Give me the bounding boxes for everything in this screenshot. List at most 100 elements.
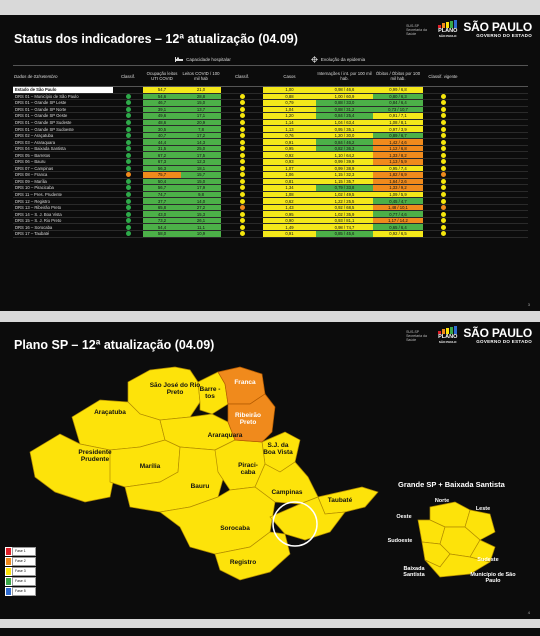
cell-name: DRS 07 – Campinas xyxy=(15,165,54,171)
cell-internacoes: 0,84 / 46,2 xyxy=(316,139,373,145)
cell-vigente xyxy=(423,231,463,237)
status-dot-icon xyxy=(239,205,245,211)
group-epidemia: Evolução da epidemia xyxy=(263,55,413,63)
cell-obitos: 0,45 / 4,7 xyxy=(373,198,423,204)
cell-vigente xyxy=(423,113,463,119)
header-classif-hospital: Classif. xyxy=(120,73,136,79)
status-dot-icon xyxy=(239,165,245,171)
header-leitos: Leitos COVID / 100 mil hab xyxy=(182,71,220,81)
slide-title: Plano SP – 12ª atualização (04.09) xyxy=(14,338,215,352)
sp-state-map xyxy=(29,366,496,581)
status-dot-icon xyxy=(125,218,131,224)
cell-ocupacao: 50,4 xyxy=(143,178,181,185)
status-dot-icon xyxy=(239,93,245,99)
cell-casos: 1,06 xyxy=(263,172,316,178)
plano-bars-icon xyxy=(438,326,458,334)
cell-vigente xyxy=(423,159,463,165)
cell-name: DRS 01 – Grande SP Oeste xyxy=(15,113,68,119)
cell-name: DRS 13 – Ribeirão Preto xyxy=(15,205,62,211)
cell-obitos: 0,91 / 7,1 xyxy=(373,113,423,119)
cell-vigente xyxy=(423,100,463,106)
cell-name: DRS 08 – Franca xyxy=(15,172,48,178)
status-dot-icon xyxy=(440,93,446,99)
cell-leitos: 17,2 xyxy=(181,132,221,139)
sp-gov-logo: SÃO PAULO GOVERNO DO ESTADO xyxy=(463,21,532,38)
cell-ocupacao: 37,7 xyxy=(143,198,181,204)
label-franca: Franca xyxy=(234,379,256,386)
status-dot-icon xyxy=(440,113,446,119)
cell-obitos: 1,64 / 2,6 xyxy=(373,178,423,185)
status-dot-icon xyxy=(239,139,245,145)
cell-internacoes: 0,82 / 36,3 xyxy=(316,145,373,152)
cell-classif-hospital xyxy=(113,211,143,217)
cell-ocupacao: 43,0 xyxy=(143,211,181,217)
label-piracicaba: Piraci- caba xyxy=(238,462,258,476)
status-dot-icon xyxy=(440,185,446,191)
cell-vigente xyxy=(423,87,463,93)
table-row: DRS 01 – Grande SP Norte 39,1 13,7 1,04 0,88… xyxy=(13,106,528,114)
cell-leitos: 28,8 xyxy=(181,93,221,100)
cell-classif-epidemia xyxy=(221,100,263,106)
cell-classif-hospital xyxy=(113,198,143,204)
label-registro: Registro xyxy=(229,559,257,566)
cell-casos: 0,62 xyxy=(263,198,316,204)
table-row: DRS 16 – Sorocaba 54,4 11,1 1,49 0,98 / 74,7… xyxy=(13,224,528,232)
legend-item: Fase 4 xyxy=(5,576,36,586)
label-marilia: Marília xyxy=(139,463,161,470)
cell-casos: 0,95 xyxy=(263,211,316,217)
status-dot-icon xyxy=(125,113,131,119)
cell-casos: 1,34 xyxy=(263,185,316,191)
cell-classif-epidemia xyxy=(221,133,263,139)
cell-ocupacao: 31,5 xyxy=(143,145,181,152)
table-header-row: Dados de 03/setembro Classif. Ocupação l… xyxy=(13,65,528,87)
label-aracatuba: Araçatuba xyxy=(94,409,126,416)
cell-vigente xyxy=(423,198,463,204)
cell-classif-epidemia xyxy=(221,224,263,230)
cell-internacoes: 1,04 / 63,4 xyxy=(316,119,373,126)
status-dot-icon xyxy=(440,100,446,106)
cell-ocupacao: 54,7 xyxy=(143,87,181,93)
cell-classif-epidemia xyxy=(221,231,263,237)
cell-classif-hospital xyxy=(113,231,143,237)
slide-status-indicadores: Status dos indicadores – 12ª atualização… xyxy=(0,15,540,311)
table-group-header: Capacidade hospitalar Evolução da epidem… xyxy=(13,53,528,65)
cell-ocupacao: 39,1 xyxy=(143,106,181,113)
region-grande-sp xyxy=(269,496,346,541)
inset-map xyxy=(417,501,496,578)
cell-casos: 1,43 xyxy=(263,204,316,211)
cell-vigente xyxy=(423,152,463,158)
table-row: DRS 17 – Taubaté 58,0 10,9 0,91 0,85 / 45,6 0… xyxy=(13,231,528,238)
status-dot-icon xyxy=(125,231,131,237)
cell-obitos: 0,65 / 6,4 xyxy=(373,224,423,231)
cell-obitos: 0,73 / 10,7 xyxy=(373,106,423,113)
table-row: DRS 07 – Campinas 56,3 18,1 1,07 0,99 / 38,9… xyxy=(13,165,528,173)
status-dot-icon xyxy=(239,172,245,178)
grande-sp-highlight-circle xyxy=(272,501,318,547)
cell-internacoes: 1,22 / 25,5 xyxy=(316,198,373,204)
cell-name: DRS 17 – Taubaté xyxy=(15,231,50,237)
table-row: DRS 14 – S. J. Boa Vista 43,0 15,3 0,95 1,02… xyxy=(13,211,528,218)
cell-casos: 1,14 xyxy=(263,119,316,126)
label-sorocaba: Sorocaba xyxy=(220,525,250,532)
cell-internacoes: 0,92 / 68,5 xyxy=(316,204,373,211)
cell-name: DRS 11 – Pres. Prudente xyxy=(15,192,62,198)
status-dot-icon xyxy=(125,106,131,112)
phase-legend: Fase 1 Fase 2 Fase 3 Fase 4 Fase 5 xyxy=(5,546,36,596)
cell-ocupacao: 49,6 xyxy=(143,113,181,119)
cell-ocupacao: 44,4 xyxy=(143,139,181,145)
cell-classif-epidemia xyxy=(221,192,263,198)
page-number: 4 xyxy=(527,610,530,615)
label-sjrp: São José do Rio Preto xyxy=(149,382,201,396)
legend-label: Fase 2 xyxy=(12,556,36,566)
legend-item: Fase 3 xyxy=(5,566,36,576)
cell-vigente xyxy=(423,120,463,126)
cell-casos: 1,08 xyxy=(263,191,316,198)
table-row: DRS 13 – Ribeirão Preto 65,8 27,2 1,43 0,92 … xyxy=(13,204,528,212)
cell-casos: 0,90 xyxy=(263,217,316,224)
status-dot-icon xyxy=(239,178,245,184)
table-row: DRS 08 – Franca 75,7 15,7 1,06 1,15 / 32,3 1,… xyxy=(13,172,528,179)
status-dot-icon xyxy=(125,152,131,158)
cell-casos: 0,76 xyxy=(263,132,316,139)
status-dot-icon xyxy=(440,152,446,158)
header-ocupacao: Ocupação leitos UTI COVID xyxy=(146,71,178,81)
